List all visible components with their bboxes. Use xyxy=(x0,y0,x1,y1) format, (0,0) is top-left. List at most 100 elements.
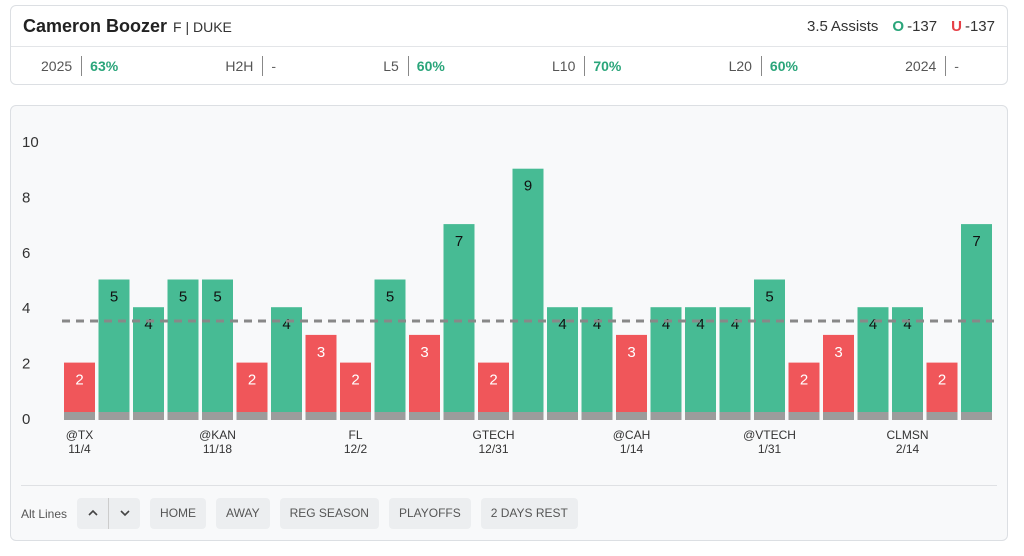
stat-label: 2024 xyxy=(905,56,947,76)
x-tick-label: FL xyxy=(348,428,362,442)
bar-base xyxy=(961,412,992,420)
value-label: 3 xyxy=(627,344,635,361)
bar xyxy=(167,279,199,420)
filter-button[interactable]: REG SEASON xyxy=(279,498,379,529)
stat: H2H - xyxy=(225,56,276,76)
bar-base xyxy=(754,412,785,420)
bar-base xyxy=(443,412,475,420)
bar-base xyxy=(719,412,751,420)
stat-value: 63% xyxy=(90,58,119,74)
bar xyxy=(547,307,578,420)
stat-label: L5 xyxy=(383,56,409,76)
bar-base xyxy=(892,412,923,420)
alt-line-arrows xyxy=(77,498,141,529)
bar-base xyxy=(305,412,337,420)
y-tick-label: 2 xyxy=(22,356,30,373)
value-label: 5 xyxy=(386,289,394,306)
x-tick-label: @KAN xyxy=(199,428,236,442)
y-tick-label: 0 xyxy=(22,411,30,428)
bar-base xyxy=(616,412,647,420)
over-odds[interactable]: -137 xyxy=(907,17,938,35)
value-label: 4 xyxy=(593,316,601,333)
under-odds[interactable]: -137 xyxy=(964,17,995,35)
stat-label: 2025 xyxy=(41,56,83,76)
x-tick-label: CLMSN xyxy=(886,428,928,442)
y-tick-label: 8 xyxy=(22,189,30,206)
stats-row: 2025 63% H2H - L5 60% L10 70% L20 60% 2024- xyxy=(11,47,1007,85)
arrow-up[interactable] xyxy=(77,498,108,529)
value-label: 5 xyxy=(179,289,187,306)
value-label: 3 xyxy=(420,344,428,361)
bar xyxy=(133,307,164,420)
position-team: F | DUKE xyxy=(173,18,232,35)
bar xyxy=(892,307,923,420)
x-tick-date: 11/18 xyxy=(203,442,232,456)
bar-base xyxy=(547,412,578,420)
x-tick-date: 2/14 xyxy=(896,442,920,456)
x-tick-date: 1/14 xyxy=(620,442,644,456)
filter-button[interactable]: 2 DAYS REST xyxy=(480,498,578,529)
x-tick-label: @VTECH xyxy=(743,428,796,442)
divider xyxy=(21,485,997,486)
stat: L5 60% xyxy=(383,56,445,76)
prop: 3.5 Assists O -137 U -137 xyxy=(804,18,995,35)
bar xyxy=(202,279,233,420)
bar xyxy=(823,334,854,420)
bar-base xyxy=(788,412,820,420)
value-label: 5 xyxy=(110,289,118,306)
stat: L20 60% xyxy=(729,56,798,76)
chart-card: Alt Lines HOME AWAY REG SEASON PLAYOFFS 2 DA… xyxy=(10,105,1008,541)
stat-value: 70% xyxy=(593,58,622,74)
filter-button[interactable]: HOME xyxy=(150,498,207,529)
value-label: 4 xyxy=(903,316,911,333)
stat-label: H2H xyxy=(225,56,264,76)
value-label: 4 xyxy=(696,316,704,333)
x-tick-label: @TX xyxy=(66,428,94,442)
value-label: 4 xyxy=(144,316,152,333)
bar xyxy=(271,307,302,420)
over-label: O xyxy=(892,17,905,35)
value-label: 5 xyxy=(213,289,221,306)
value-label: 9 xyxy=(524,178,532,195)
value-label: 4 xyxy=(731,316,739,333)
y-tick-label: 4 xyxy=(22,300,30,317)
stat-value: 60% xyxy=(769,58,798,74)
bar-base xyxy=(857,412,889,420)
bar-base xyxy=(581,412,613,420)
player-name: Cameron Boozer xyxy=(23,15,168,36)
filter-button[interactable]: PLAYOFFS xyxy=(388,498,471,529)
value-label: 2 xyxy=(938,372,946,389)
prop-line: 3.5 xyxy=(807,17,828,35)
x-tick-label: GTECH xyxy=(473,428,515,442)
bar xyxy=(685,307,716,420)
value-label: 2 xyxy=(351,372,359,389)
value-label: 7 xyxy=(455,233,463,250)
filter-button[interactable]: AWAY xyxy=(216,498,270,529)
bar-base xyxy=(167,412,199,420)
bar-base xyxy=(823,412,854,420)
value-label: 4 xyxy=(558,316,566,333)
stat-label: L10 xyxy=(552,56,586,76)
bar-base xyxy=(98,412,130,420)
down-icon xyxy=(119,510,130,517)
up-icon xyxy=(87,509,98,516)
value-label: 4 xyxy=(662,316,670,333)
bar xyxy=(409,334,440,420)
arrow-down[interactable] xyxy=(108,498,140,529)
value-label: 2 xyxy=(75,372,83,389)
prop-stat: Assists xyxy=(830,17,879,35)
bar xyxy=(340,362,371,420)
value-label: 4 xyxy=(869,316,877,333)
value-label: 3 xyxy=(317,344,325,361)
bar-base xyxy=(64,412,95,420)
bar-base xyxy=(478,412,509,420)
stat: L10 70% xyxy=(552,56,621,76)
bar xyxy=(98,279,130,420)
bar-base xyxy=(650,412,682,420)
bar-base xyxy=(271,412,302,420)
y-tick-label: 6 xyxy=(22,245,30,262)
stat: 2025 63% xyxy=(41,56,118,76)
bar xyxy=(581,307,613,420)
bar-base xyxy=(340,412,371,420)
stat-value: - xyxy=(954,58,959,74)
